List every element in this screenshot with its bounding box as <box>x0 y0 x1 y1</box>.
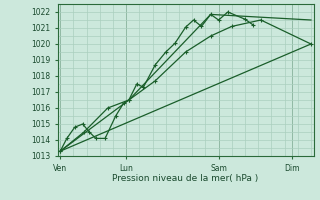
X-axis label: Pression niveau de la mer( hPa ): Pression niveau de la mer( hPa ) <box>112 174 259 183</box>
